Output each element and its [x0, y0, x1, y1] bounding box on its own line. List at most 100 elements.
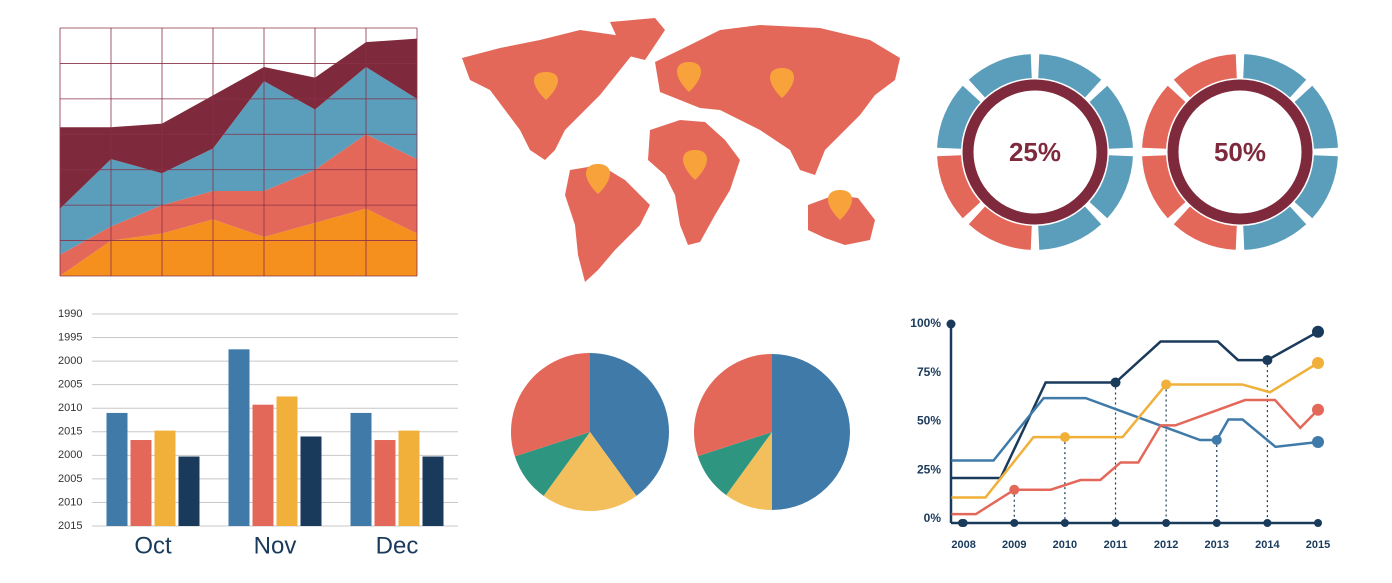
bar [178, 456, 200, 526]
bar [422, 456, 444, 526]
y-tick-label: 2010 [58, 402, 82, 414]
x-tick-label: 2015 [1306, 539, 1330, 551]
pin [828, 190, 852, 220]
bar [154, 430, 176, 526]
point [1211, 435, 1222, 446]
y-tick-label: 0% [924, 511, 942, 525]
africa [648, 120, 740, 245]
bar [374, 440, 396, 526]
y-tick-label: 2015 [58, 426, 82, 438]
point [1161, 379, 1172, 390]
pie-slice [726, 432, 772, 510]
x-tick-mark [1162, 519, 1171, 527]
donut-label: 25% [1009, 137, 1061, 167]
y-tick-label: 1995 [58, 331, 82, 343]
y-tick-label: 25% [917, 462, 941, 476]
north-america [462, 30, 640, 160]
pie-slice [694, 354, 772, 457]
area [60, 38, 417, 209]
donut-segment [1243, 54, 1307, 98]
pie-slice [511, 353, 590, 457]
x-tick-label: 2011 [1104, 539, 1128, 551]
donut-segment [1173, 54, 1237, 98]
x-tick-label: 2009 [1002, 539, 1026, 551]
donut-segment [937, 85, 981, 149]
south-america [565, 165, 650, 282]
donut-segment [1142, 85, 1186, 149]
line [951, 398, 1319, 516]
point [1312, 357, 1324, 369]
y-tick-label: 2005 [58, 379, 82, 391]
donut-segment [1243, 206, 1307, 250]
greenland [610, 18, 665, 60]
donut-segment [1294, 155, 1338, 219]
line [951, 361, 1319, 499]
donut-segment [968, 54, 1032, 98]
axis-dot [946, 319, 956, 329]
y-tick-label: 75% [917, 365, 941, 379]
pin [770, 68, 794, 98]
x-tick-mark [1212, 519, 1221, 527]
point [1312, 435, 1324, 448]
map-pins [534, 62, 852, 220]
point [1009, 484, 1020, 495]
area [60, 66, 417, 255]
donut-ring [962, 79, 1108, 225]
y-tick-label: 2005 [58, 473, 82, 485]
bar [228, 349, 250, 526]
donut-ring [1167, 79, 1313, 225]
y-tick-label: 50% [917, 414, 941, 428]
pin [586, 164, 610, 194]
donut-segment [1038, 54, 1102, 98]
eurasia [655, 25, 900, 175]
pie-slice [514, 432, 590, 496]
x-tick-label: Dec [376, 532, 419, 559]
donut-label: 50% [1214, 137, 1266, 167]
bar [106, 412, 128, 526]
bar [300, 436, 322, 526]
bar [398, 430, 420, 526]
point [1262, 355, 1273, 366]
pie-slice [697, 432, 772, 496]
x-tick-label: 2013 [1205, 539, 1229, 551]
x-tick-mark [1314, 519, 1322, 527]
y-tick-label: 2000 [58, 449, 82, 461]
x-tick-label: Nov [254, 532, 297, 559]
line [951, 330, 1319, 480]
y-tick-label: 2000 [58, 355, 82, 367]
line [951, 396, 1319, 462]
x-tick-mark [1010, 519, 1019, 527]
bar [350, 412, 372, 526]
donut-segment [1294, 85, 1338, 149]
y-tick-label: 100% [910, 316, 941, 330]
australia [808, 195, 875, 245]
x-tick-label: Oct [134, 532, 172, 559]
pie-slice [772, 354, 850, 510]
donut-segment [1142, 155, 1186, 219]
pie-slice [590, 353, 670, 496]
point [1059, 432, 1070, 443]
y-tick-label: 2015 [58, 520, 82, 532]
point [1110, 377, 1121, 388]
donut-segment [1038, 206, 1102, 250]
x-tick-label: 2010 [1053, 539, 1077, 551]
point [1312, 403, 1324, 416]
x-tick-mark [1263, 519, 1272, 527]
area [60, 208, 417, 276]
bar [130, 440, 152, 526]
y-tick-label: 1990 [58, 308, 82, 320]
bar [276, 396, 298, 526]
pin [683, 150, 707, 180]
donut-segment [1089, 155, 1133, 219]
bar [252, 404, 274, 526]
pin [534, 72, 558, 100]
donut-segment [968, 206, 1032, 250]
x-tick-mark [959, 519, 968, 527]
x-tick-label: 2008 [951, 539, 975, 551]
donut-segment [1173, 206, 1237, 250]
donut-segment [1089, 85, 1133, 149]
point [1312, 325, 1324, 338]
x-tick-label: 2014 [1255, 539, 1280, 551]
